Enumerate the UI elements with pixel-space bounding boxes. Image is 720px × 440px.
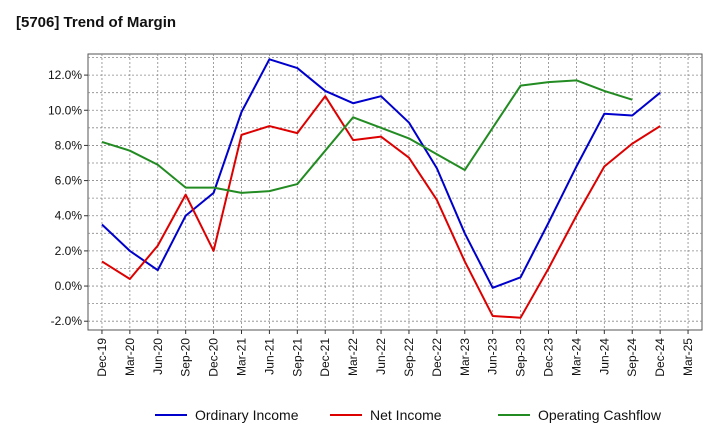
x-tick-label: Dec-20 <box>207 338 221 377</box>
x-tick-label: Mar-24 <box>569 338 583 376</box>
x-tick-label: Dec-21 <box>318 338 332 377</box>
x-tick-label: Mar-20 <box>123 338 137 376</box>
x-tick-label: Dec-22 <box>430 338 444 377</box>
legend-label: Net Income <box>370 407 442 423</box>
x-tick-label: Jun-20 <box>151 338 165 375</box>
legend: Ordinary Income Net Income Operating Cashf… <box>155 407 662 423</box>
y-tick-label: -2.0% <box>51 314 83 328</box>
x-tick-label: Mar-21 <box>235 338 249 376</box>
series-line-net-income <box>101 95 661 319</box>
x-tick-label: Dec-23 <box>542 338 556 377</box>
y-tick-label: 4.0% <box>55 209 83 223</box>
x-tick-label: Jun-23 <box>486 338 500 375</box>
plot-area <box>87 53 703 331</box>
y-tick-label: 2.0% <box>55 244 83 258</box>
x-tick-label: Jun-24 <box>597 338 611 375</box>
x-tick-label: Mar-25 <box>681 338 695 376</box>
chart-title: [5706] Trend of Margin <box>16 14 177 31</box>
x-tick-label: Dec-24 <box>653 338 667 377</box>
legend-label: Ordinary Income <box>195 407 299 423</box>
grid-layer <box>88 54 702 330</box>
y-tick-label: 12.0% <box>48 68 82 82</box>
y-axis: -2.0% 0.0% 2.0% 4.0% 6.0% 8.0% 10.0% 12.0% <box>48 68 88 328</box>
x-tick-label: Mar-23 <box>458 338 472 376</box>
x-tick-label: Sep-23 <box>514 338 528 377</box>
x-tick-label: Dec-19 <box>95 338 109 377</box>
x-tick-label: Sep-21 <box>290 338 304 377</box>
x-tick-label: Sep-22 <box>402 338 416 377</box>
legend-label: Operating Cashflow <box>538 407 662 423</box>
series-line-ordinary-income <box>101 58 661 289</box>
x-tick-label: Jun-22 <box>374 338 388 375</box>
series-layer <box>101 58 661 319</box>
x-tick-label: Sep-24 <box>625 338 639 377</box>
y-tick-label: 8.0% <box>55 138 83 152</box>
x-tick-label: Jun-21 <box>262 338 276 375</box>
y-tick-label: 6.0% <box>55 174 83 188</box>
y-tick-label: 10.0% <box>48 103 82 117</box>
x-tick-label: Mar-22 <box>346 338 360 376</box>
x-tick-label: Sep-20 <box>179 338 193 377</box>
series-line-operating-cashflow <box>101 79 633 194</box>
x-axis: Dec-19 Mar-20 Jun-20 Sep-20 Dec-20 Mar-21 Jun-… <box>95 330 695 377</box>
y-tick-label: 0.0% <box>55 279 83 293</box>
